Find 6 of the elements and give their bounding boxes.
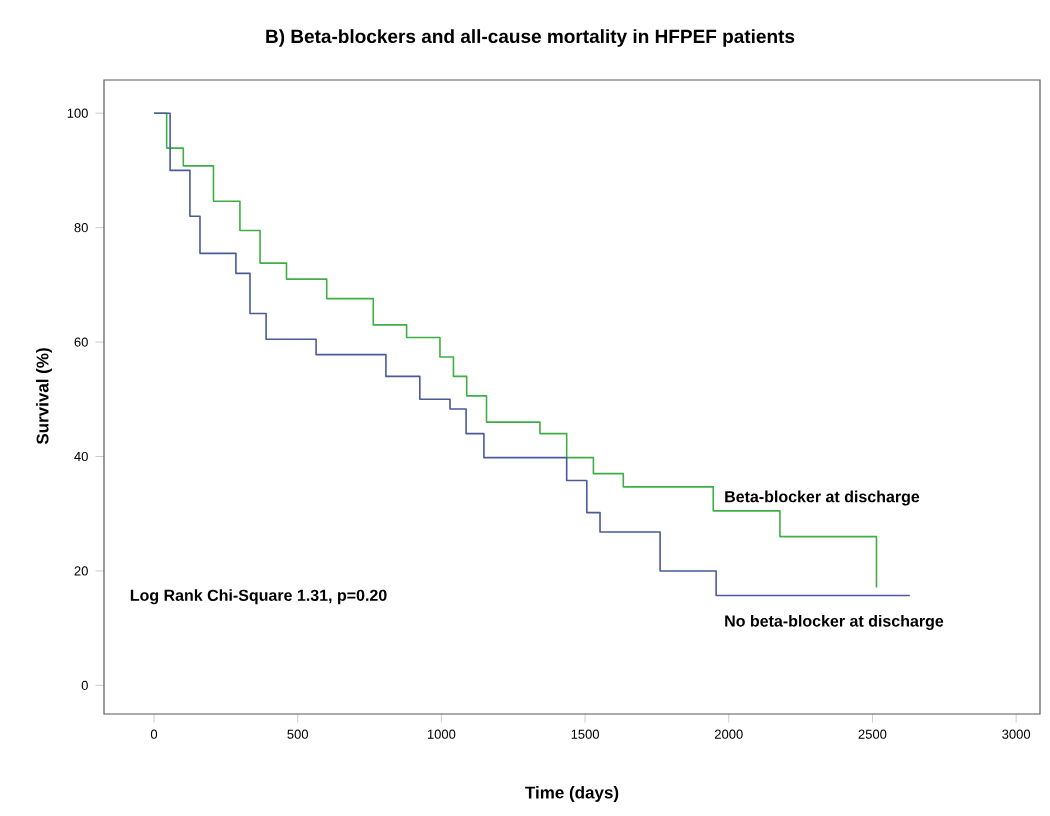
series-label: No beta-blocker at discharge <box>725 614 944 630</box>
chart-title: B) Beta-blockers and all-cause mortality in HFPEF patients <box>266 29 795 47</box>
annotation: Log Rank Chi-Square 1.31, p=0.20 <box>130 589 387 605</box>
x-axis-title: Time (days) <box>525 786 619 802</box>
series-label: Beta-blocker at discharge <box>725 490 920 506</box>
y-axis-title: Survival (%) <box>36 348 52 445</box>
